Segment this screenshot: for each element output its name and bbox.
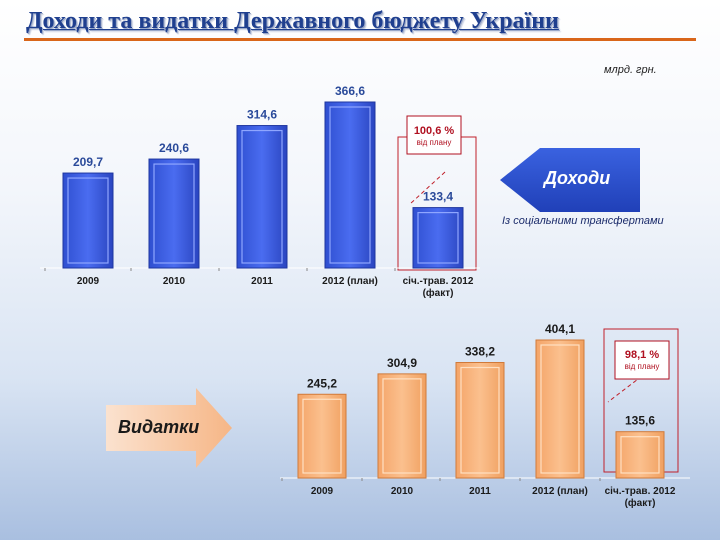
expense-bar-bevel [460, 366, 500, 474]
income-arrow [500, 148, 640, 212]
income-category-label: 2012 (план) [322, 276, 378, 287]
income-category-label: (факт) [423, 287, 454, 299]
title-underline [24, 38, 696, 41]
expense-bar-bevel [540, 344, 580, 474]
expense-bar-bevel [620, 436, 660, 474]
income-category-label: 2010 [163, 276, 186, 287]
expense-value-label: 404,1 [545, 322, 575, 336]
expense-category-label: 2011 [469, 486, 491, 497]
expense-callout-box [614, 340, 670, 380]
income-bar [324, 101, 376, 269]
income-bar [62, 172, 114, 269]
expense-callout-text: від плану [625, 362, 660, 371]
expense-category-label: січ.-трав. 2012 [605, 486, 676, 497]
expense-value-label: 135,6 [625, 414, 655, 428]
income-bar-bevel [67, 177, 109, 264]
income-arrow-label: Доходи [544, 168, 611, 188]
expense-arrow [106, 388, 232, 468]
income-value-label: 240,6 [159, 141, 189, 155]
income-callout-text: від плану [417, 138, 452, 147]
expense-bar [377, 373, 427, 479]
expense-bar [535, 339, 585, 479]
income-chart: 209,7 2009 240,6 2010 314,6 2011 366,6 2012 (пл… [40, 84, 480, 299]
income-bar-bevel [241, 129, 283, 264]
expense-bar [455, 362, 505, 479]
income-value-label: 314,6 [247, 108, 277, 122]
income-callout-box [406, 115, 462, 155]
expense-category-label: 2012 (план) [532, 486, 588, 497]
expense-category-label: 2009 [311, 486, 334, 497]
income-callout-percent: 100,6 % [414, 125, 455, 137]
income-value-label: 209,7 [73, 155, 103, 169]
income-category-label: 2011 [251, 276, 273, 287]
income-bar [412, 207, 464, 269]
expense-category-label: (факт) [625, 497, 656, 509]
expense-value-label: 338,2 [465, 345, 495, 359]
income-bar-bevel [329, 106, 371, 264]
income-category-label: січ.-трав. 2012 [403, 276, 474, 287]
expense-bar-bevel [382, 378, 422, 474]
expense-bar [615, 431, 665, 479]
social-transfers-note: Із соціальними трансфертами [502, 215, 664, 227]
unit-label: млрд. грн. [604, 64, 657, 76]
expense-bar-bevel [302, 398, 342, 474]
expense-chart: 245,2 2009 304,9 2010 338,2 2011 404,1 2012 (пл… [280, 322, 690, 509]
expense-value-label: 304,9 [387, 356, 417, 370]
income-value-label: 366,6 [335, 84, 365, 98]
income-bar [148, 158, 200, 269]
income-bar-bevel [153, 163, 195, 264]
expense-callout-leader [607, 375, 643, 403]
income-category-label: 2009 [77, 276, 100, 287]
expense-callout-percent: 98,1 % [625, 349, 659, 361]
page-title: Доходи та видатки Державного бюджету Укр… [26, 8, 559, 34]
expense-bar [297, 393, 347, 479]
expense-value-label: 245,2 [307, 376, 337, 390]
expense-arrow-label: Видатки [118, 417, 200, 437]
expense-category-label: 2010 [391, 486, 414, 497]
income-value-label: 133,4 [423, 190, 453, 204]
income-bar-bevel [417, 211, 459, 264]
income-bar [236, 125, 288, 269]
income-callout-leader [409, 171, 446, 205]
